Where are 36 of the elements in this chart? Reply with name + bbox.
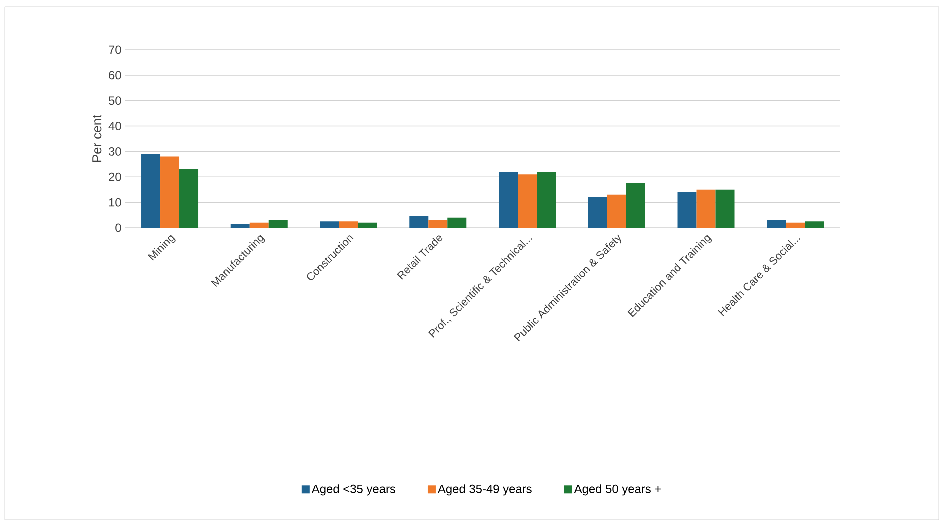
- bar: [358, 222, 378, 228]
- bar: [339, 222, 358, 228]
- bar: [160, 156, 180, 228]
- bar: [588, 197, 608, 228]
- bar: [805, 222, 824, 228]
- bar: [518, 174, 538, 228]
- bar: [180, 170, 199, 228]
- bar: [410, 216, 429, 228]
- y-tick-label: 50: [108, 96, 122, 106]
- bar: [678, 192, 697, 228]
- bar: [696, 190, 716, 228]
- legend-label: Aged 35-49 years: [438, 484, 532, 496]
- bar: [448, 218, 467, 228]
- bar: [626, 183, 646, 228]
- legend-label: Aged 50 years +: [574, 484, 662, 496]
- y-tick-label: 40: [108, 122, 122, 130]
- legend-label: Aged <35 years: [312, 484, 396, 496]
- y-axis-title: Per cent: [92, 114, 102, 162]
- y-tick-label: 10: [109, 198, 122, 207]
- bar: [716, 190, 735, 228]
- y-tick-label: 60: [109, 71, 122, 80]
- bar: [499, 172, 518, 228]
- bar: [786, 222, 806, 228]
- bar: [250, 222, 269, 228]
- bar: [607, 194, 626, 228]
- y-tick-label: 70: [109, 46, 122, 54]
- bar: [537, 172, 556, 228]
- bar: [320, 222, 340, 228]
- bar: [428, 220, 448, 228]
- bar: [230, 224, 250, 228]
- bar: [767, 220, 786, 228]
- bar: [268, 220, 288, 228]
- bar: [142, 154, 161, 228]
- y-tick-label: 0: [116, 224, 122, 232]
- y-tick-label: 30: [108, 147, 122, 156]
- y-tick-label: 20: [109, 172, 122, 182]
